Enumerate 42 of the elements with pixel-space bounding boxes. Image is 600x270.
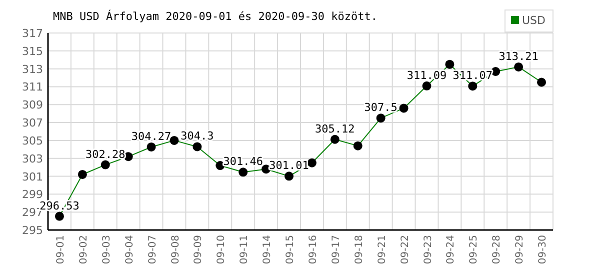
x-tick-label: 09-16 — [308, 235, 319, 264]
x-tick-label: 09-02 — [78, 235, 90, 264]
x-tick-label: 09-09 — [193, 235, 204, 264]
data-label: 304.27 — [131, 130, 172, 143]
x-tick-label: 09-11 — [239, 235, 250, 264]
y-tick-label: 313 — [22, 62, 43, 76]
x-tick-label: 09-28 — [492, 235, 503, 264]
x-tick-label: 09-10 — [216, 235, 228, 264]
x-tick-label: 09-01 — [55, 235, 66, 264]
x-tick-label: 09-21 — [376, 235, 388, 264]
y-tick-label: 311 — [22, 80, 43, 94]
y-tick-label: 317 — [22, 27, 43, 40]
data-label: 305.12 — [315, 122, 355, 136]
x-tick-label: 09-18 — [354, 235, 365, 264]
data-label: 302.28 — [86, 148, 126, 161]
legend-label: USD — [522, 14, 546, 27]
x-tick-label: 09-22 — [400, 235, 411, 264]
x-tick-label: 09-14 — [262, 235, 274, 264]
y-tick-label: 295 — [22, 224, 43, 237]
x-tick-label: 09-23 — [422, 235, 434, 264]
x-tick-label: 09-17 — [330, 235, 342, 264]
y-tick-label: 305 — [22, 134, 43, 148]
x-tick-label: 09-24 — [446, 235, 457, 264]
data-label: 304.3 — [180, 130, 214, 143]
y-tick-label: 309 — [22, 98, 43, 112]
x-tick-label: 09-08 — [170, 235, 182, 264]
x-tick-label: 09-15 — [285, 235, 296, 264]
y-tick-label: 307 — [22, 116, 43, 130]
y-tick-label: 315 — [22, 44, 43, 58]
x-tick-label: 09-04 — [124, 235, 136, 264]
x-tick-label: 09-03 — [101, 235, 112, 264]
data-label: 313.21 — [498, 50, 538, 63]
y-tick-label: 301 — [22, 170, 43, 184]
data-label: 307.5 — [364, 101, 398, 114]
data-label: 301.46 — [223, 155, 263, 168]
x-tick-label: 09-07 — [147, 235, 158, 264]
x-tick-label: 09-25 — [468, 235, 480, 264]
y-tick-label: 299 — [22, 188, 43, 202]
chart-title: MNB USD Árfolyam 2020-09-01 és 2020-09-30 között. — [53, 9, 378, 23]
y-tick-label: 303 — [22, 152, 43, 166]
x-tick-label: 09-29 — [514, 235, 526, 264]
x-tick-label: 09-30 — [538, 235, 549, 264]
